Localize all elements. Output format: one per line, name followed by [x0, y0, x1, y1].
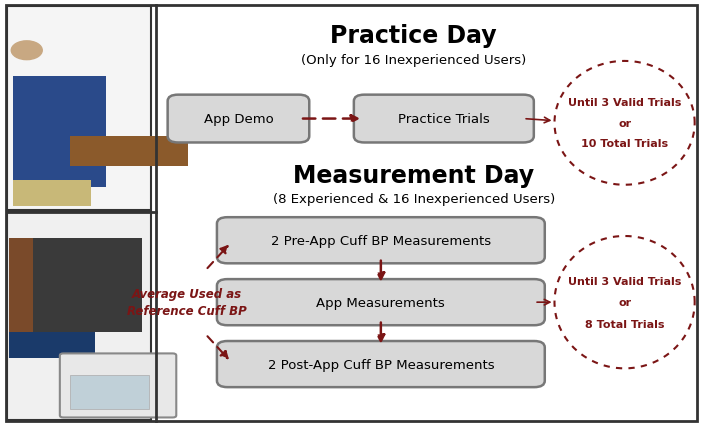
FancyBboxPatch shape — [354, 95, 534, 143]
Text: 10 Total Trials: 10 Total Trials — [581, 139, 668, 149]
Text: (Only for 16 Inexperienced Users): (Only for 16 Inexperienced Users) — [301, 54, 527, 67]
Text: Measurement Day: Measurement Day — [293, 164, 534, 187]
FancyBboxPatch shape — [217, 279, 545, 325]
Text: Until 3 Valid Trials: Until 3 Valid Trials — [568, 98, 681, 108]
FancyBboxPatch shape — [70, 136, 187, 166]
FancyBboxPatch shape — [70, 375, 149, 409]
Text: App Measurements: App Measurements — [317, 296, 445, 309]
FancyBboxPatch shape — [7, 212, 151, 420]
FancyBboxPatch shape — [217, 218, 545, 264]
Circle shape — [11, 42, 42, 60]
FancyBboxPatch shape — [7, 7, 151, 211]
FancyBboxPatch shape — [60, 354, 176, 417]
Text: Practice Trials: Practice Trials — [398, 113, 490, 126]
FancyBboxPatch shape — [9, 239, 142, 332]
FancyBboxPatch shape — [13, 181, 91, 207]
FancyBboxPatch shape — [6, 6, 697, 421]
Text: or: or — [618, 118, 631, 129]
Text: Practice Day: Practice Day — [330, 24, 497, 48]
Text: Until 3 Valid Trials: Until 3 Valid Trials — [568, 276, 681, 286]
Text: or: or — [618, 297, 631, 308]
Text: App Demo: App Demo — [203, 113, 273, 126]
Text: 2 Pre-App Cuff BP Measurements: 2 Pre-App Cuff BP Measurements — [271, 234, 491, 247]
Text: (8 Experienced & 16 Inexperienced Users): (8 Experienced & 16 Inexperienced Users) — [272, 193, 555, 205]
FancyBboxPatch shape — [217, 341, 545, 387]
FancyBboxPatch shape — [168, 95, 309, 143]
Text: Average Used as
Reference Cuff BP: Average Used as Reference Cuff BP — [127, 288, 246, 317]
FancyBboxPatch shape — [13, 77, 106, 187]
FancyBboxPatch shape — [9, 239, 32, 332]
Text: 8 Total Trials: 8 Total Trials — [585, 319, 665, 329]
FancyBboxPatch shape — [9, 332, 95, 358]
Text: 2 Post-App Cuff BP Measurements: 2 Post-App Cuff BP Measurements — [268, 358, 494, 371]
